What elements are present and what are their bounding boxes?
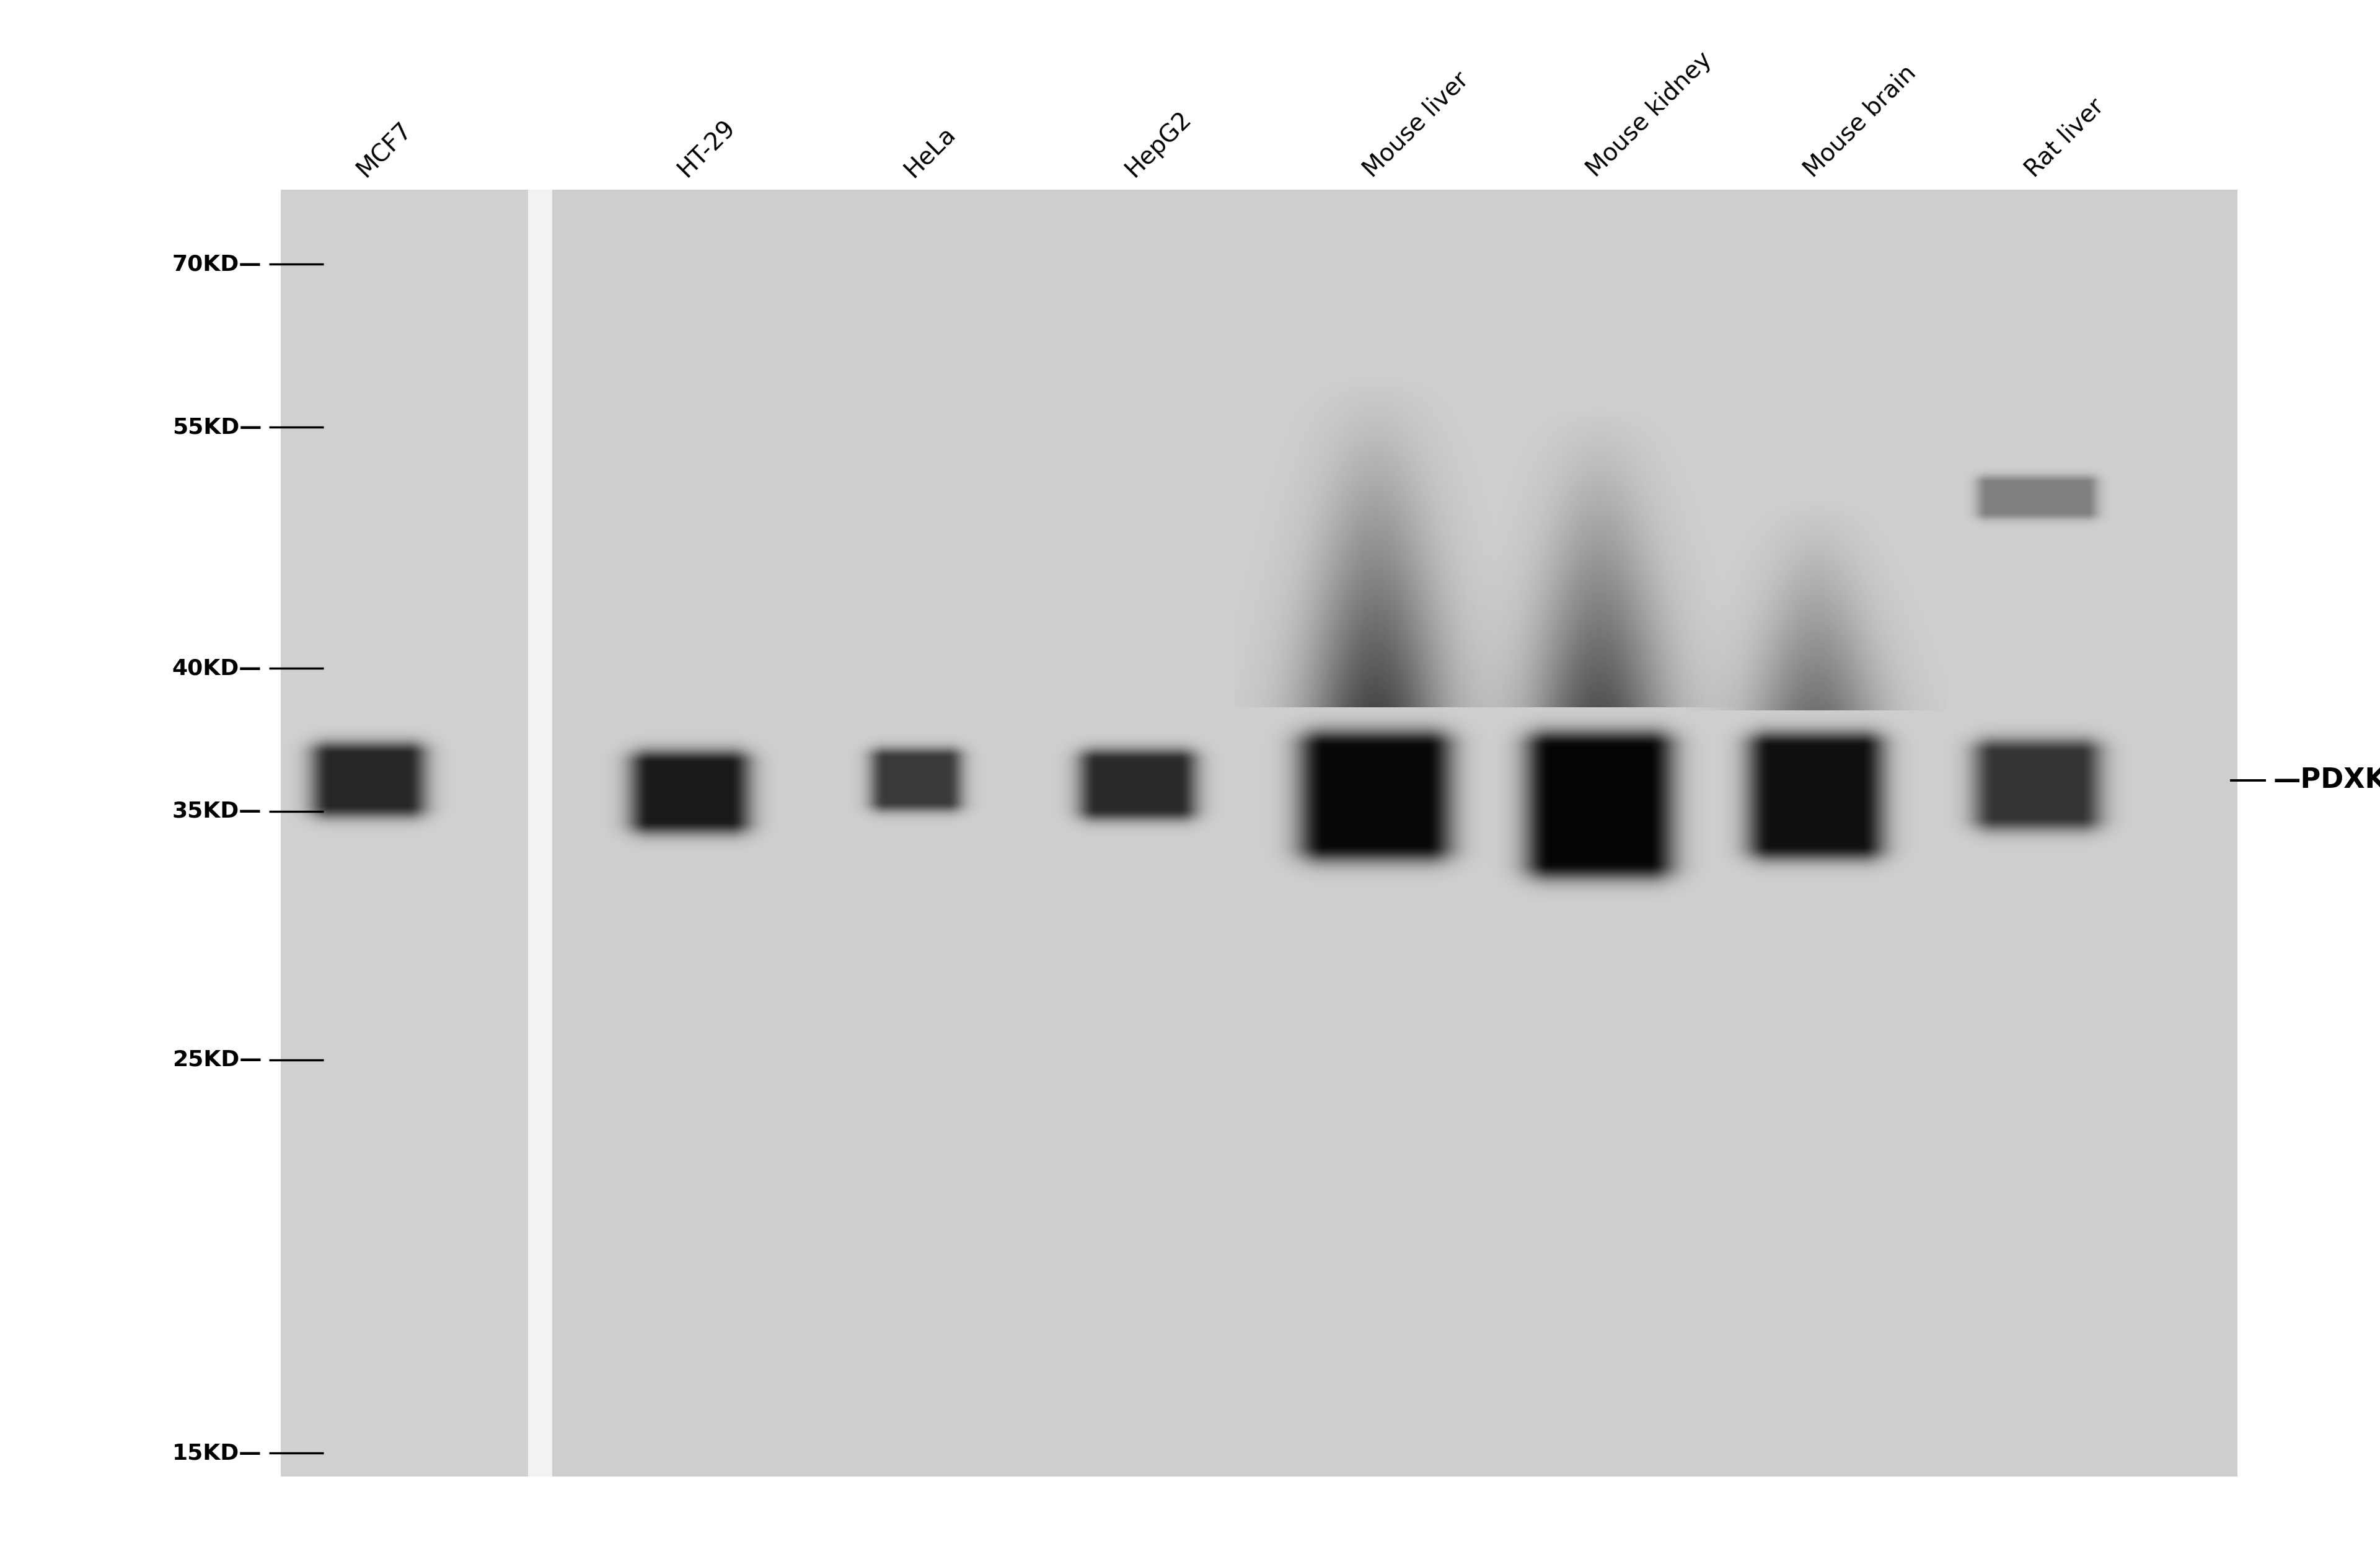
Text: HepG2: HepG2 — [1121, 107, 1195, 182]
Text: 15KD—: 15KD— — [171, 1442, 262, 1464]
Text: Mouse brain: Mouse brain — [1799, 61, 1921, 182]
Bar — [281, 190, 2237, 1476]
Text: 35KD—: 35KD— — [171, 800, 262, 822]
Bar — [528, 190, 552, 1476]
Text: MCF7: MCF7 — [352, 118, 416, 182]
Text: HT-29: HT-29 — [674, 115, 740, 182]
Text: HeLa: HeLa — [900, 121, 959, 182]
Text: Rat liver: Rat liver — [2021, 95, 2109, 182]
Text: 40KD—: 40KD— — [171, 657, 262, 679]
Text: Mouse kidney: Mouse kidney — [1583, 48, 1716, 182]
Text: 55KD—: 55KD— — [171, 416, 262, 438]
Text: Mouse liver: Mouse liver — [1359, 67, 1473, 182]
Text: —PDXK: —PDXK — [2273, 766, 2380, 794]
Bar — [281, 190, 528, 1476]
Text: 70KD—: 70KD— — [171, 253, 262, 275]
Text: 25KD—: 25KD— — [171, 1049, 262, 1071]
